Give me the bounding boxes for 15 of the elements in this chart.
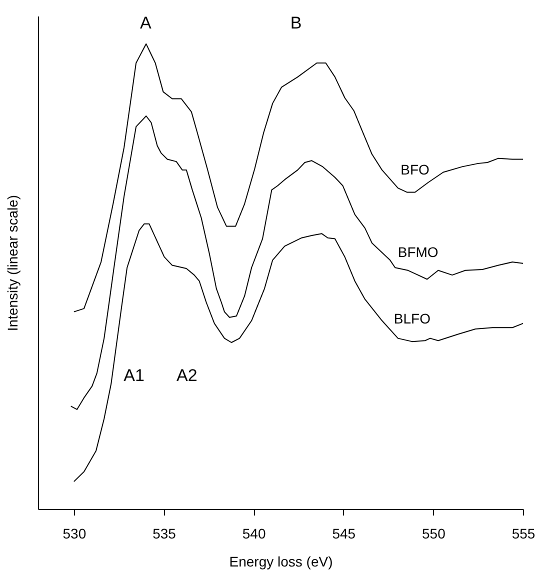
text: B [290,13,302,32]
annotation: A1 [124,366,144,385]
x-tick-label: 535 [152,526,176,542]
text: A [140,13,152,32]
x-tick-label: 530 [62,526,86,542]
x-tick-label: 550 [422,526,446,542]
y-axis-title: Intensity (linear scale) [4,194,20,332]
series-label: BFO [400,161,430,178]
series-label: BLFO [394,310,431,327]
series-label: BFMO [398,244,438,260]
x-axis-title: Energy loss (eV) [229,554,333,570]
x-tick-label: 540 [242,526,266,542]
annotation: A2 [176,366,198,385]
x-tick-label: 555 [512,526,536,542]
x-tick-label: 545 [332,526,356,542]
